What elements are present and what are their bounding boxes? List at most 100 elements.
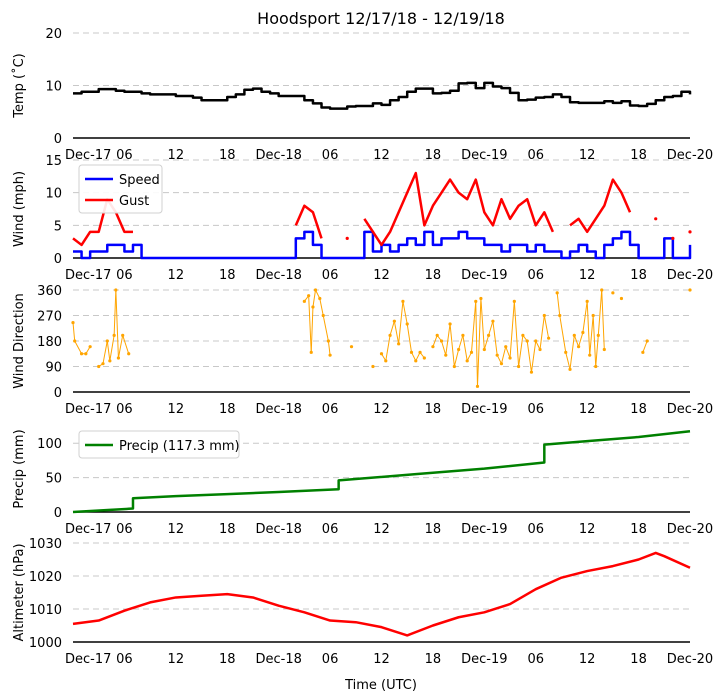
data-segment (98, 363, 104, 367)
data-point (619, 296, 624, 301)
y-tick-label: 360 (37, 284, 62, 299)
x-tick-label: 06 (116, 402, 133, 417)
x-tick-label: 12 (168, 148, 185, 163)
chart-title: Hoodsport 12/17/18 - 12/19/18 (257, 9, 505, 28)
y-tick-label: 0 (54, 386, 62, 401)
data-segment (322, 315, 329, 342)
x-tick-label: 12 (373, 522, 390, 537)
x-tick-label: 18 (425, 652, 442, 667)
x-tick-label: 12 (579, 522, 596, 537)
y-tick-label: 1030 (29, 537, 62, 552)
data-segment (480, 298, 485, 350)
data-segment (74, 340, 83, 354)
x-tick-label: Dec-18 (255, 148, 301, 163)
x-tick-label: Dec-20 (667, 268, 713, 283)
data-segment (106, 340, 111, 361)
legend: Speed Gust (78, 164, 163, 214)
y-tick-label: 270 (37, 310, 62, 325)
x-tick-label: 06 (322, 652, 339, 667)
x-tick-label: 12 (373, 402, 390, 417)
data-segment (381, 353, 387, 362)
y-tick-label: 20 (45, 27, 62, 42)
series-gust-point (671, 236, 675, 240)
y-tick-label: 180 (37, 335, 62, 350)
series-gust-line (72, 197, 133, 247)
data-segment (589, 315, 594, 356)
data-segment (513, 301, 520, 367)
data-segment (475, 301, 478, 387)
data-segment (539, 315, 545, 350)
data-point (349, 345, 354, 349)
data-segment (458, 335, 464, 350)
x-tick-label: Dec-17 (65, 148, 111, 163)
y-tick-label: 15 (45, 154, 62, 169)
x-tick-label: 12 (373, 268, 390, 283)
data-segment (586, 301, 591, 356)
x-tick-label: 12 (373, 148, 390, 163)
data-segment (315, 289, 321, 299)
x-tick-label: 12 (168, 268, 185, 283)
x-tick-label: 18 (630, 522, 647, 537)
data-segment (389, 321, 395, 336)
y-axis-label: Precip (mm) (12, 429, 27, 508)
y-tick-label: 0 (54, 132, 62, 147)
data-segment (102, 340, 108, 364)
x-tick-label: 18 (219, 522, 236, 537)
data-segment (393, 321, 400, 344)
y-tick-label: 100 (37, 437, 62, 452)
y-axis-label: Altimeter (hPa) (12, 543, 27, 641)
data-segment (72, 322, 76, 342)
data-segment (445, 323, 451, 356)
data-segment (578, 332, 584, 347)
x-tick-label: Dec-20 (667, 148, 713, 163)
y-axis-label: Wind (mph) (12, 171, 27, 247)
data-segment (543, 315, 550, 339)
data-point (688, 288, 692, 292)
data-segment (466, 352, 472, 362)
data-segment (402, 301, 408, 325)
data-segment (565, 352, 571, 370)
y-tick-label: 10 (45, 80, 62, 95)
x-tick-label: 18 (425, 268, 442, 283)
data-segment (509, 301, 515, 359)
series-speed-line (73, 230, 692, 260)
x-tick-label: Dec-19 (461, 148, 507, 163)
data-segment (113, 289, 117, 336)
x-tick-label: 18 (219, 402, 236, 417)
data-segment (303, 295, 310, 302)
data-point (547, 336, 551, 340)
x-tick-label: 06 (527, 522, 544, 537)
y-tick-label: 0 (54, 252, 62, 267)
data-segment (432, 335, 438, 347)
data-segment (582, 301, 588, 333)
data-segment (453, 349, 460, 367)
y-tick-label: 1020 (29, 570, 62, 585)
data-point (371, 364, 375, 369)
data-segment (385, 335, 391, 361)
data-segment (436, 335, 442, 342)
x-tick-label: 12 (373, 652, 390, 667)
series-gust-line (294, 204, 323, 239)
data-segment (449, 323, 455, 367)
data-segment (492, 321, 498, 356)
x-tick-label: Dec-20 (667, 522, 713, 537)
data-segment (406, 323, 412, 353)
x-tick-label: 18 (219, 652, 236, 667)
panel-direction: 0 90 180 270 360 Dec-17 06 12 18 Dec-18 06 12 18 Dec-… (12, 284, 713, 417)
x-tick-label: 18 (219, 148, 236, 163)
x-tick-label: Dec-19 (461, 268, 507, 283)
x-tick-label: 18 (630, 268, 647, 283)
data-segment (419, 352, 425, 359)
x-tick-label: 18 (219, 268, 236, 283)
x-tick-label: 12 (168, 402, 185, 417)
panel-wind: 0 5 10 15 Dec-17 06 12 18 Dec-18 06 12 18 Dec-19 06 12… (12, 154, 713, 283)
x-tick-label: Dec-20 (667, 652, 713, 667)
data-segment (496, 354, 502, 364)
data-segment (415, 352, 421, 362)
x-tick-label: 18 (425, 148, 442, 163)
series-precip-line (72, 430, 691, 514)
x-axis-label: Time (UTC) (344, 678, 417, 693)
data-segment (319, 298, 324, 316)
x-tick-label: 06 (116, 148, 133, 163)
